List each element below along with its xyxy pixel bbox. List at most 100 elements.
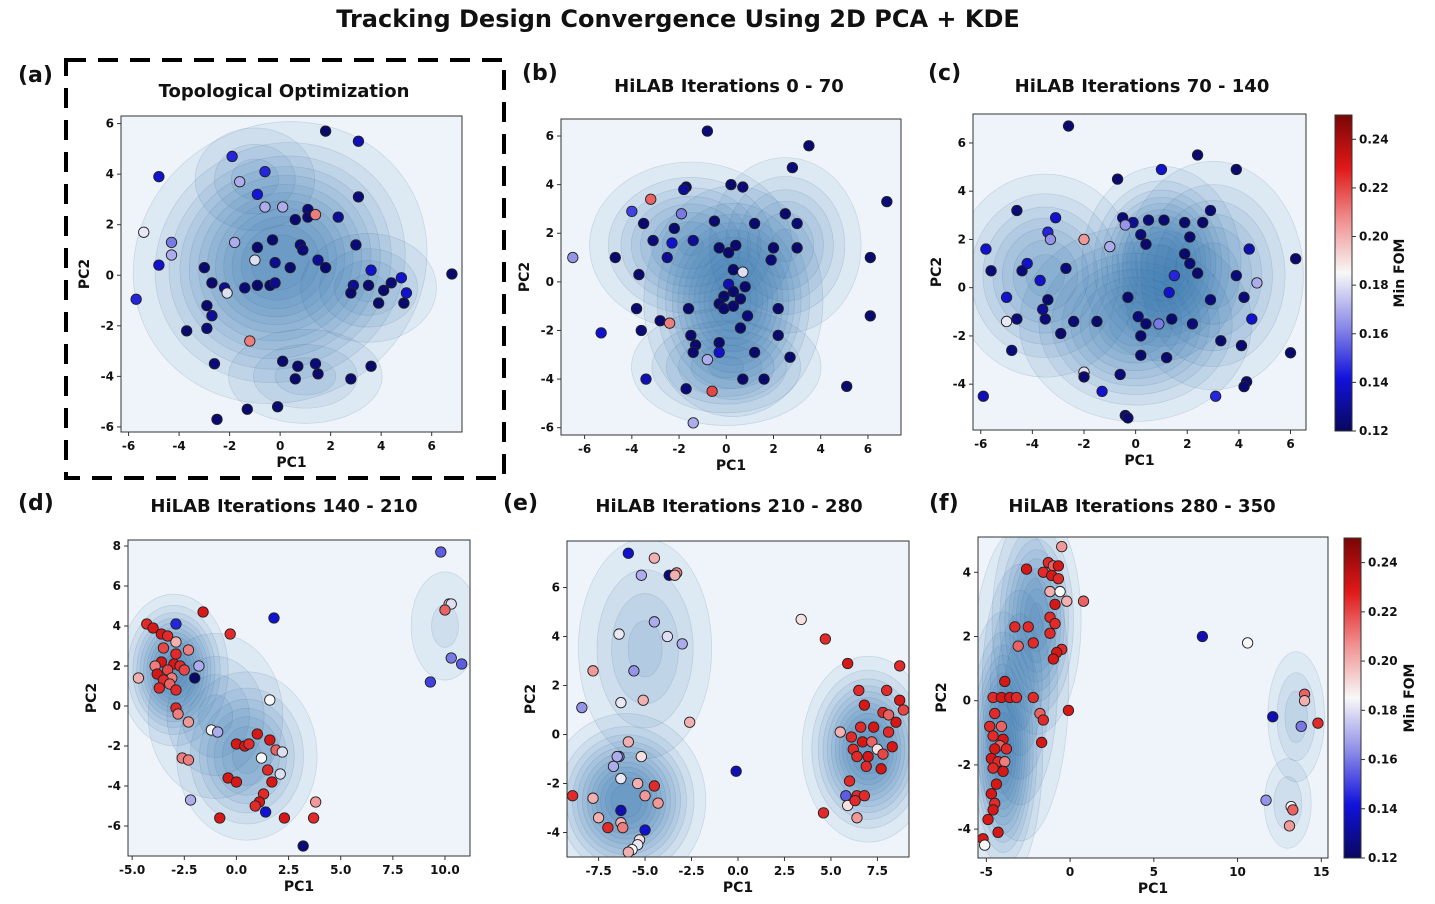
scatter-point	[1020, 563, 1033, 575]
x-axis-label: PC1	[1124, 453, 1154, 469]
scatter-point	[858, 790, 871, 802]
scatter-point	[1142, 214, 1155, 226]
scatter-point	[868, 721, 880, 733]
scatter-point	[613, 628, 625, 640]
scatter-point	[622, 736, 634, 748]
panel-2: (b) HiLAB Iterations 0 - 70 -6 -4 -2 0 2 4 6 -6 -4…	[517, 61, 902, 474]
scatter-point	[385, 277, 397, 289]
scatter-point	[992, 826, 1004, 838]
scatter-point	[1068, 315, 1080, 328]
panel-title: HiLAB Iterations 70 - 140	[1015, 76, 1270, 97]
scatter-point	[309, 358, 322, 370]
scatter-point	[897, 704, 909, 716]
scatter-point	[1054, 585, 1066, 598]
x-tick-label: 4	[377, 439, 385, 453]
scatter-point	[312, 368, 324, 380]
scatter-point	[661, 251, 673, 264]
scatter-point	[1044, 233, 1057, 246]
scatter-point	[241, 403, 253, 415]
y-tick-label: -4	[108, 779, 121, 793]
y-tick-label: 6	[958, 136, 966, 150]
scatter-point	[706, 385, 718, 397]
scatter-point	[259, 806, 272, 818]
scatter-point	[1230, 163, 1242, 176]
scatter-point	[718, 302, 730, 315]
scatter-point	[182, 644, 195, 656]
scatter-point	[817, 807, 830, 819]
scatter-point	[864, 310, 876, 322]
y-tick-label: 2	[106, 218, 114, 232]
scatter-point	[1039, 313, 1051, 325]
scatter-point	[255, 752, 268, 764]
panel-title: HiLAB Iterations 210 - 280	[595, 496, 862, 517]
scatter-point	[687, 234, 699, 247]
x-tick-label: 2	[769, 442, 777, 456]
scatter-point	[284, 262, 296, 274]
scatter-point	[1016, 265, 1028, 277]
scatter-point	[639, 790, 651, 802]
x-tick-label: -7.5	[585, 864, 611, 878]
scatter-point	[1027, 691, 1039, 704]
scatter-point	[1158, 214, 1170, 226]
scatter-point	[611, 750, 623, 763]
scatter-point	[737, 373, 749, 385]
plot-area	[973, 114, 1306, 430]
scatter-point	[1091, 315, 1103, 328]
scatter-point	[748, 217, 761, 230]
y-tick-label: 0	[958, 281, 966, 295]
x-tick-label: -2.5	[171, 863, 197, 877]
scatter-point	[1132, 310, 1144, 323]
colorbar-gradient	[1343, 537, 1362, 859]
scatter-point	[226, 150, 238, 163]
y-tick-label: -4	[547, 826, 560, 840]
plot-frame	[120, 115, 463, 433]
scatter-point	[622, 547, 634, 559]
scatter-point	[198, 262, 211, 274]
scatter-point	[989, 707, 1001, 720]
scatter-point	[170, 618, 182, 630]
y-tick-label: -6	[101, 420, 114, 434]
scatter-point	[138, 226, 150, 238]
scatter-point	[1196, 630, 1209, 643]
y-tick-label: -4	[101, 369, 114, 383]
panel-4: (d) HiLAB Iterations 140 - 210 -5.0 -2.5 0.0…	[18, 491, 471, 895]
scatter-point	[881, 195, 893, 208]
colorbar-label: Min FOM	[1392, 239, 1408, 308]
scatter-point	[647, 234, 659, 247]
scatter-point	[1049, 598, 1061, 611]
colorbar-2: 0.12 0.14 0.16 0.18 0.20 0.22 0.24 Min FOM	[1343, 537, 1418, 865]
x-tick-label: 2.5	[774, 864, 795, 878]
y-tick-label: -4	[541, 372, 554, 386]
scatter-point	[648, 780, 661, 792]
scatter-point	[1049, 618, 1061, 630]
scatter-point	[266, 234, 279, 246]
scatter-point	[153, 259, 165, 271]
scatter-point	[1184, 257, 1196, 270]
x-tick-label: 6	[864, 442, 872, 456]
scatter-point	[289, 213, 301, 226]
scatter-point	[1191, 149, 1204, 161]
scatter-point	[765, 254, 777, 266]
scatter-point	[652, 797, 664, 809]
scatter-point	[722, 247, 735, 259]
y-tick-label: -2	[547, 777, 560, 791]
scatter-point	[1111, 173, 1124, 185]
scatter-point	[1160, 351, 1173, 364]
scatter-point	[877, 748, 889, 760]
scatter-point	[1163, 286, 1175, 299]
scatter-point	[1047, 653, 1060, 665]
scatter-point	[365, 264, 377, 276]
scatter-point	[977, 390, 989, 402]
scatter-point	[309, 208, 322, 221]
scatter-point	[630, 302, 643, 315]
panel-title: Topological Optimization	[159, 81, 410, 102]
scatter-point	[637, 217, 650, 230]
scatter-point	[758, 373, 770, 385]
scatter-point	[640, 373, 652, 385]
scatter-point	[645, 193, 657, 205]
y-tick-label: 2	[963, 630, 971, 644]
scatter-point	[1238, 380, 1250, 393]
x-tick-label: 6	[428, 439, 436, 453]
kde-contour	[1145, 244, 1178, 283]
